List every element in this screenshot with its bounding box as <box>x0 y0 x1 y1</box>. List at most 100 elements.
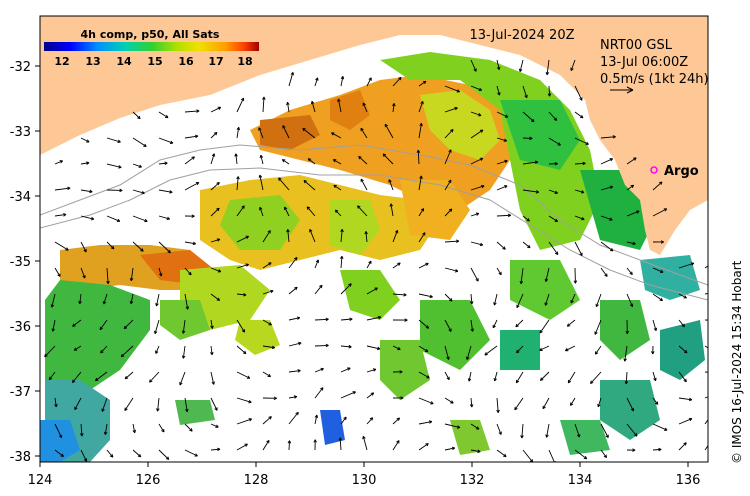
current-vector <box>236 443 248 451</box>
current-vector <box>73 345 82 351</box>
current-vector <box>678 319 685 328</box>
current-vector <box>548 241 559 255</box>
current-vector-head <box>609 158 614 162</box>
current-vector <box>418 421 432 425</box>
current-vector <box>496 267 502 276</box>
current-vector-head <box>213 131 218 136</box>
current-vector <box>626 241 636 245</box>
current-vector <box>132 111 141 120</box>
current-vector <box>546 59 550 75</box>
current-vector-head <box>595 303 599 308</box>
current-vector <box>54 241 69 251</box>
colorbar-tick-label: 13 <box>85 55 100 68</box>
current-vector <box>542 397 550 409</box>
current-vector <box>392 417 400 425</box>
current-vector <box>54 214 67 217</box>
current-vector-head <box>306 206 311 210</box>
current-vector <box>570 397 576 406</box>
current-vector <box>236 127 240 139</box>
current-vector-head <box>307 158 312 162</box>
current-vector <box>470 185 485 191</box>
current-vector-head <box>392 103 396 107</box>
current-vector-head <box>158 273 163 277</box>
current-vector <box>360 127 368 139</box>
current-vector-head <box>179 382 183 386</box>
current-vector-head <box>297 369 301 373</box>
current-vector-head <box>498 271 502 276</box>
current-vector <box>184 241 196 245</box>
current-vector-head <box>362 435 366 440</box>
current-vector <box>287 102 290 113</box>
current-vector-head <box>290 72 294 76</box>
current-vector-head <box>597 403 601 408</box>
current-vector-head <box>454 269 459 273</box>
current-vector <box>626 397 634 412</box>
current-vector <box>314 318 329 321</box>
current-vector <box>184 423 193 432</box>
current-vector-head <box>664 427 668 431</box>
current-vector-head <box>570 67 574 71</box>
current-vector-head <box>164 161 168 166</box>
current-vector-head <box>515 323 519 328</box>
current-vector <box>492 319 498 329</box>
current-vector-head <box>469 301 474 305</box>
current-vector-head <box>504 185 508 189</box>
current-vector <box>496 85 500 96</box>
current-vector-head <box>315 77 319 81</box>
sst-patch <box>400 180 470 240</box>
current-vector-head <box>632 448 636 452</box>
current-vector <box>470 59 477 72</box>
current-vector <box>262 96 265 113</box>
current-vector <box>570 293 576 304</box>
current-vector-head <box>658 447 662 452</box>
current-vector-head <box>484 352 488 356</box>
current-vector <box>184 135 199 139</box>
current-vector <box>210 319 213 329</box>
current-vector-head <box>234 153 238 157</box>
current-vector <box>104 423 108 435</box>
current-vector-head <box>451 446 456 451</box>
credit-label: © IMOS 16-Jul-2024 15:34 Hobart <box>730 260 744 464</box>
current-vector <box>516 293 524 308</box>
current-vector-head <box>456 425 461 429</box>
current-vector <box>418 397 434 405</box>
current-vector-head <box>357 205 361 209</box>
current-vector-head <box>161 428 165 433</box>
current-vector <box>132 215 148 222</box>
current-vector <box>444 293 453 302</box>
current-vector <box>80 137 90 143</box>
plot-frame <box>39 15 709 463</box>
current-vector-head <box>497 92 501 96</box>
current-vector <box>124 371 134 380</box>
current-vector-head <box>396 417 400 421</box>
current-vector <box>626 184 634 191</box>
current-vector-head <box>129 300 134 305</box>
current-vector <box>515 371 524 384</box>
current-vector-head <box>554 251 559 255</box>
sst-patch <box>320 410 345 445</box>
current-vector <box>236 205 245 217</box>
sst-layer <box>40 52 705 462</box>
current-vector-head <box>531 118 535 123</box>
argo-marker-icon[interactable] <box>650 166 658 174</box>
current-vector <box>54 397 57 407</box>
current-vector-head <box>325 317 329 322</box>
current-vector-head <box>65 247 69 251</box>
current-vector <box>652 371 657 381</box>
scale-label: 0.5m/s (1kt 24h) <box>600 72 709 87</box>
current-vector <box>626 267 633 275</box>
current-vector <box>184 110 200 113</box>
current-vector <box>333 184 342 191</box>
sst-patch <box>420 90 500 160</box>
bathymetry-contour <box>40 144 708 286</box>
current-vector <box>100 345 108 354</box>
current-vector <box>466 345 472 360</box>
current-vector-head <box>396 440 400 444</box>
current-vector <box>470 111 482 116</box>
current-vector-head <box>332 159 337 163</box>
current-vector <box>210 345 213 355</box>
current-vector <box>236 319 245 333</box>
current-vector-head <box>364 231 368 235</box>
current-vector-head <box>117 139 121 144</box>
